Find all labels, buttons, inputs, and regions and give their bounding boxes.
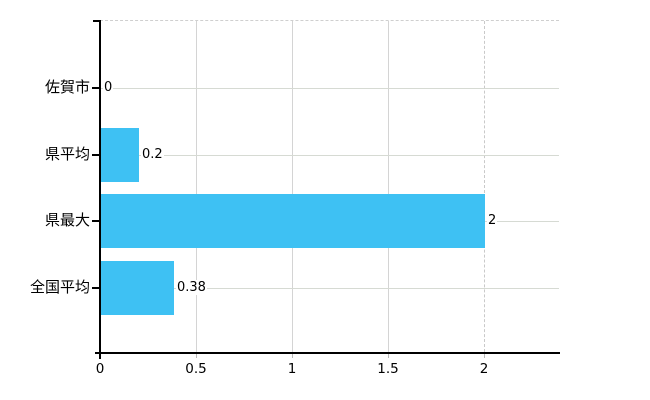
category-label: 全国平均	[29, 278, 90, 296]
x-tick-label: 1.5	[377, 361, 399, 377]
x-tick-label: 2	[479, 361, 489, 377]
bar-value-label: 2	[487, 213, 498, 228]
x-axis-tick	[292, 354, 293, 358]
bar	[101, 194, 485, 248]
x-tick-label: 1	[287, 361, 297, 377]
y-axis-tick	[92, 154, 100, 156]
x-axis-line	[95, 352, 560, 354]
bar-value-label: 0.38	[176, 280, 207, 295]
category-label: 県最大	[44, 211, 90, 229]
plot-top-border	[100, 20, 559, 21]
x-axis-tick	[196, 354, 197, 358]
y-axis-tick	[92, 87, 100, 89]
bar-value-label: 0	[103, 80, 114, 95]
y-axis-top-tick	[93, 20, 101, 22]
x-tick-label: 0.5	[185, 361, 207, 377]
horizontal-gridline	[100, 88, 559, 89]
bar-value-label: 0.2	[141, 147, 164, 162]
vertical-gridline	[196, 21, 197, 352]
bar	[101, 261, 174, 315]
horizontal-gridline	[100, 288, 559, 289]
bar	[101, 128, 139, 182]
x-tick-label: 0	[95, 361, 105, 377]
vertical-gridline	[484, 21, 485, 352]
x-axis-tick	[484, 354, 485, 358]
x-axis-tick	[388, 354, 389, 358]
y-axis-tick	[92, 287, 100, 289]
category-label: 佐賀市	[44, 78, 90, 96]
vertical-gridline	[388, 21, 389, 352]
y-axis-line	[99, 20, 101, 359]
horizontal-gridline	[100, 155, 559, 156]
category-label: 県平均	[44, 145, 90, 163]
vertical-gridline	[292, 21, 293, 352]
y-axis-tick	[92, 220, 100, 222]
